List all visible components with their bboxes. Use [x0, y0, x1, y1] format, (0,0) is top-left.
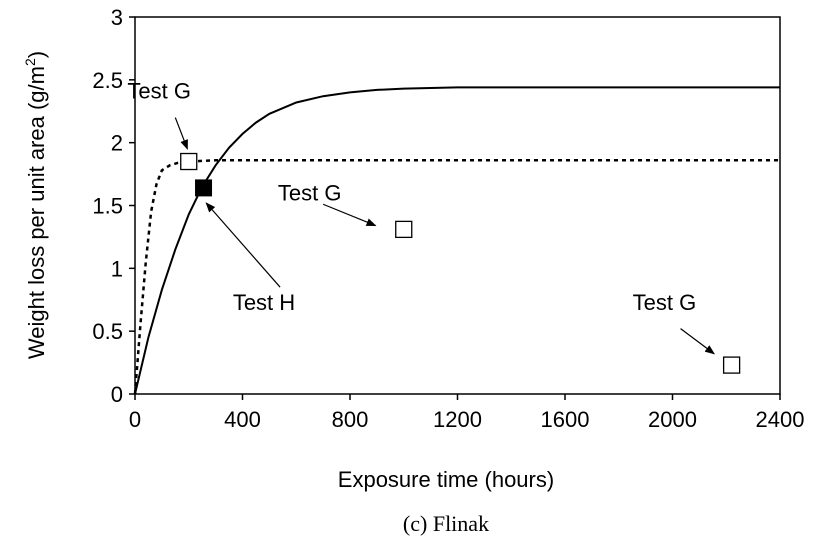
test-g-open-square-marker [395, 220, 413, 239]
test-g-open-square-marker [722, 356, 741, 374]
x-tick-label: 2400 [756, 407, 805, 432]
solid-fit-curve [134, 86, 780, 395]
test-g-open-square-marker [180, 152, 198, 171]
x-tick-label: 1600 [541, 407, 590, 432]
annotation-label: Test G [278, 180, 342, 205]
annotation-label: Test G [127, 79, 191, 104]
y-tick-label: 0.5 [92, 319, 123, 344]
x-tick-label: 1200 [433, 407, 482, 432]
y-tick-label: 2 [111, 131, 123, 156]
plot-frame [134, 16, 781, 395]
annotation-arrow [205, 202, 281, 288]
y-axis-title-end: ) [24, 51, 49, 58]
y-tick-label: 0 [111, 382, 123, 407]
y-tick-label: 1.5 [92, 194, 123, 219]
y-tick-label: 3 [111, 5, 123, 30]
y-axis-title: Weight loss per unit area (g/m2) [22, 51, 49, 359]
annotation-arrow [680, 328, 715, 355]
x-tick-label: 800 [332, 407, 369, 432]
y-axis-title-main: Weight loss per unit area (g/m [24, 66, 49, 359]
annotation-arrow [174, 117, 188, 150]
dashed-fit-curve [133, 159, 780, 395]
x-tick-label: 2000 [648, 407, 697, 432]
x-axis-title: Exposure time (hours) [338, 467, 554, 492]
annotation-label: Test G [633, 290, 697, 315]
plot-area: 0 400 800 1200 1600 2000 2400 0 0.5 1 1.5 2 2.5 3 Test… [92, 5, 804, 432]
y-tick-label: 1 [111, 256, 123, 281]
x-tick-label: 0 [129, 407, 141, 432]
annotation-arrow [322, 203, 377, 227]
annotation-label: Test H [233, 290, 295, 315]
x-tick-label: 400 [224, 407, 261, 432]
y-axis-title-superscript: 2 [22, 58, 38, 66]
test-h-filled-square-marker [195, 179, 213, 197]
figure-caption: (c) Flinak [403, 511, 489, 536]
y-axis-title-group: Weight loss per unit area (g/m2) [22, 51, 49, 359]
y-tick-label: 2.5 [92, 68, 123, 93]
